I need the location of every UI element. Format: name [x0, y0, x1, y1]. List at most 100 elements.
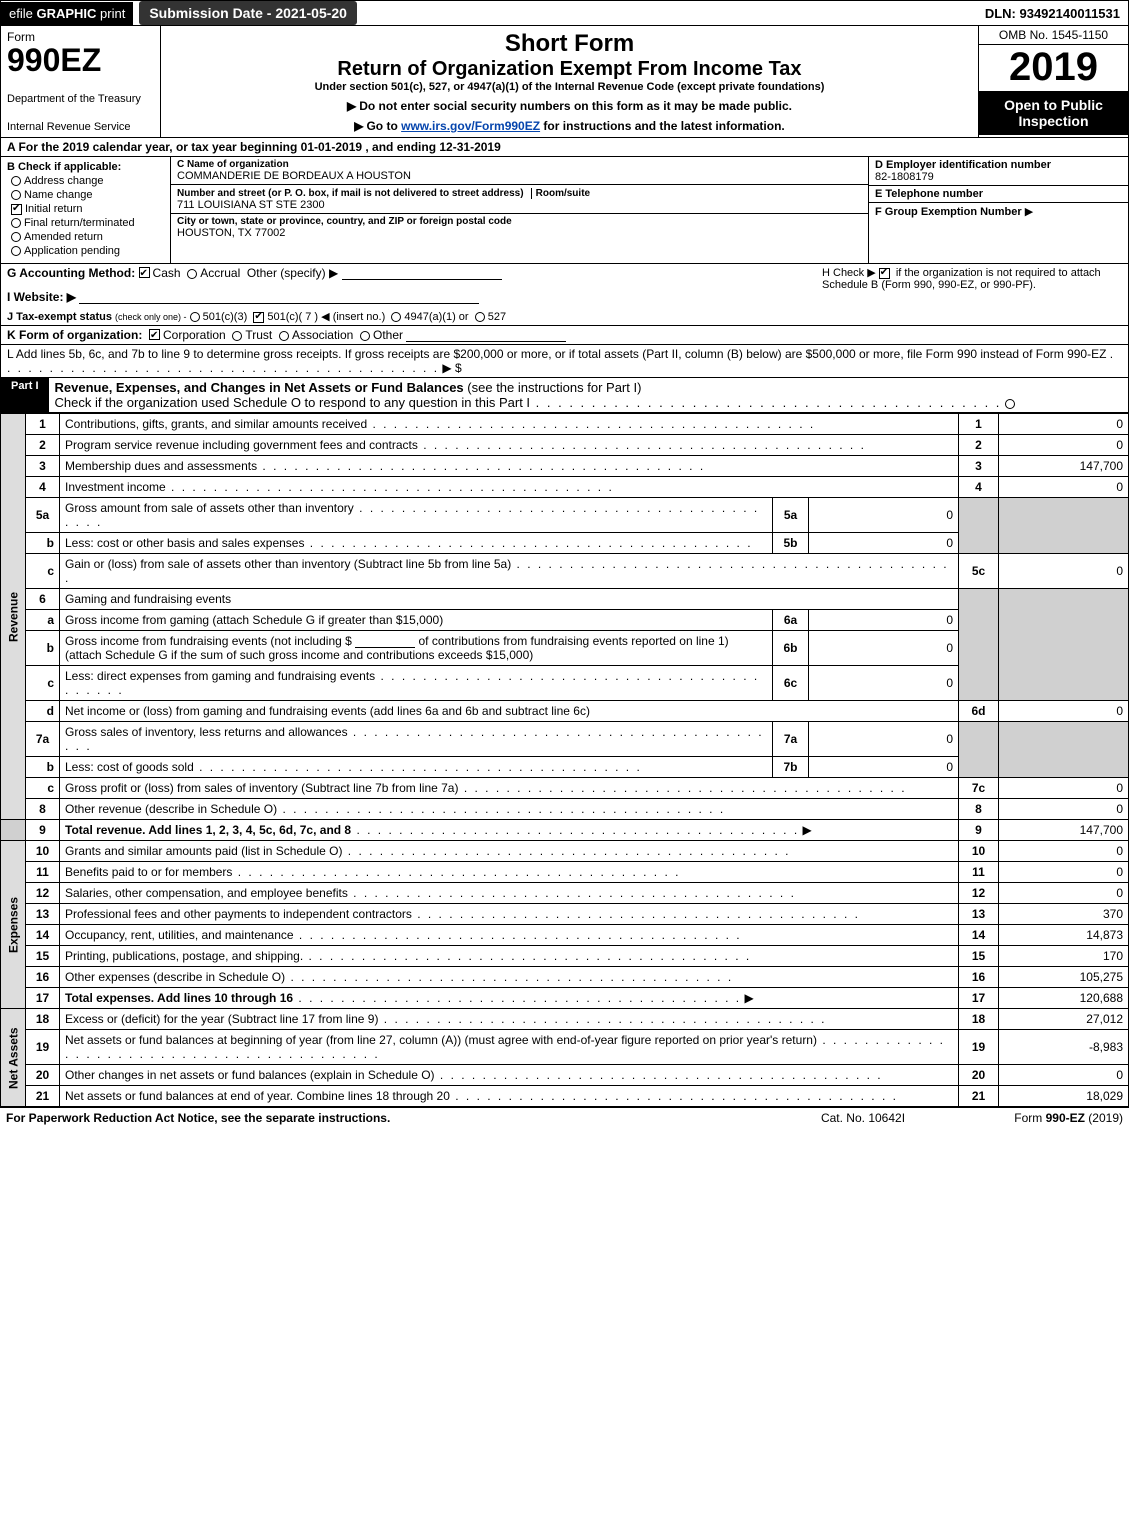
footer-center: Cat. No. 10642I: [783, 1111, 943, 1125]
under-section: Under section 501(c), 527, or 4947(a)(1)…: [167, 81, 972, 93]
val-15: 170: [999, 946, 1129, 967]
goto-suffix: for instructions and the latest informat…: [540, 119, 785, 133]
part1-paren: (see the instructions for Part I): [467, 380, 641, 395]
top-bar: efile GRAPHIC print Submission Date - 20…: [0, 0, 1129, 26]
k-corp[interactable]: [149, 329, 160, 340]
header-mid: Short Form Return of Organization Exempt…: [161, 26, 978, 137]
org-name: COMMANDERIE DE BORDEAUX A HOUSTON: [177, 170, 862, 182]
addr-label: Number and street (or P. O. box, if mail…: [177, 188, 524, 199]
part1-title: Revenue, Expenses, and Changes in Net As…: [55, 380, 464, 395]
short-form-title: Short Form: [167, 30, 972, 58]
return-title: Return of Organization Exempt From Incom…: [167, 58, 972, 81]
arrow-icon: ▶: [1025, 206, 1033, 218]
g-accrual-check[interactable]: [187, 269, 197, 279]
efile-suffix: print: [100, 6, 125, 21]
box-e: E Telephone number: [869, 186, 1128, 203]
j-501c[interactable]: [253, 312, 264, 323]
irs-label: Internal Revenue Service: [7, 121, 154, 133]
j-label: J Tax-exempt status: [7, 311, 112, 323]
dept-treasury: Department of the Treasury: [7, 93, 154, 105]
efile-print-button[interactable]: efile GRAPHIC print: [1, 2, 133, 25]
l-arrow: ▶ $: [442, 361, 461, 375]
6b-amount-input[interactable]: [355, 634, 415, 648]
row-l: L Add lines 5b, 6c, and 7b to line 9 to …: [0, 345, 1129, 378]
header-right: OMB No. 1545-1150 2019 Open to Public In…: [978, 26, 1128, 137]
k-label: K Form of organization:: [7, 328, 142, 342]
part1-header: Part I Revenue, Expenses, and Changes in…: [0, 378, 1129, 413]
i-label: I Website: ▶: [7, 290, 76, 304]
box-b: B Check if applicable: Address change Na…: [1, 157, 171, 263]
j-4947[interactable]: [391, 312, 401, 322]
val-6d: 0: [999, 701, 1129, 722]
website-input[interactable]: [79, 290, 479, 304]
g-other-input[interactable]: [342, 266, 502, 280]
val-1: 0: [999, 414, 1129, 435]
group-exempt-label: F Group Exemption Number: [875, 206, 1022, 218]
val-21: 18,029: [999, 1086, 1129, 1107]
side-expenses: Expenses: [1, 841, 26, 1009]
box-f: F Group Exemption Number ▶: [869, 203, 1128, 263]
val-16: 105,275: [999, 967, 1129, 988]
val-13: 370: [999, 904, 1129, 925]
row-ghi: G Accounting Method: Cash Accrual Other …: [0, 264, 1129, 326]
irs-link[interactable]: www.irs.gov/Form990EZ: [401, 119, 540, 133]
val-14: 14,873: [999, 925, 1129, 946]
box-c: C Name of organization COMMANDERIE DE BO…: [171, 157, 868, 263]
opt-address-change[interactable]: Address change: [11, 175, 164, 187]
org-name-cell: C Name of organization COMMANDERIE DE BO…: [171, 157, 868, 185]
k-other-input[interactable]: [406, 328, 566, 342]
val-5c: 0: [999, 554, 1129, 589]
k-other[interactable]: [360, 331, 370, 341]
row-a-tax-year: A For the 2019 calendar year, or tax yea…: [0, 138, 1129, 157]
org-addr-cell: Number and street (or P. O. box, if mail…: [171, 185, 868, 214]
dln: DLN: 93492140011531: [977, 2, 1128, 25]
val-4: 0: [999, 477, 1129, 498]
part1-check-line: Check if the organization used Schedule …: [55, 395, 531, 410]
row-h: H Check ▶ if the organization is not req…: [822, 266, 1122, 323]
k-assoc[interactable]: [279, 331, 289, 341]
side-revenue: Revenue: [1, 414, 26, 820]
city-label: City or town, state or province, country…: [177, 216, 862, 227]
j-501c3[interactable]: [190, 312, 200, 322]
opt-final-return[interactable]: Final return/terminated: [11, 217, 164, 229]
row-i: I Website: ▶: [7, 290, 822, 304]
org-city-cell: City or town, state or province, country…: [171, 214, 868, 241]
val-19: -8,983: [999, 1030, 1129, 1065]
val-11: 0: [999, 862, 1129, 883]
form-number: 990EZ: [7, 44, 154, 76]
val-20: 0: [999, 1065, 1129, 1086]
room-label: Room/suite: [531, 188, 590, 199]
tax-year: 2019: [979, 45, 1128, 89]
k-trust[interactable]: [232, 331, 242, 341]
goto-prefix: Go to: [354, 119, 401, 133]
box-def: D Employer identification number 82-1808…: [868, 157, 1128, 263]
ein-label: D Employer identification number: [875, 159, 1122, 171]
box-b-title: B Check if applicable:: [7, 161, 164, 173]
val-3: 147,700: [999, 456, 1129, 477]
val-2: 0: [999, 435, 1129, 456]
ein-value: 82-1808179: [875, 171, 1122, 183]
h-check[interactable]: [879, 268, 890, 279]
footer-right: Form 990-EZ (2019): [943, 1111, 1123, 1125]
omb-number: OMB No. 1545-1150: [979, 26, 1128, 45]
opt-name-change[interactable]: Name change: [11, 189, 164, 201]
goto-note: Go to www.irs.gov/Form990EZ for instruct…: [167, 119, 972, 133]
j-527[interactable]: [475, 312, 485, 322]
val-17: 120,688: [999, 988, 1129, 1009]
l-text: L Add lines 5b, 6c, and 7b to line 9 to …: [7, 347, 1106, 361]
val-10: 0: [999, 841, 1129, 862]
row-g: G Accounting Method: Cash Accrual Other …: [7, 266, 822, 280]
g-cash-check[interactable]: [139, 267, 150, 278]
part1-schedO-check[interactable]: [1005, 399, 1015, 409]
efile-mid: GRAPHIC: [36, 6, 100, 21]
footer-left: For Paperwork Reduction Act Notice, see …: [6, 1111, 783, 1125]
ssn-note: Do not enter social security numbers on …: [167, 99, 972, 113]
efile-prefix: efile: [9, 6, 36, 21]
org-name-label: C Name of organization: [177, 159, 862, 170]
opt-application-pending[interactable]: Application pending: [11, 245, 164, 257]
val-7c: 0: [999, 778, 1129, 799]
opt-amended-return[interactable]: Amended return: [11, 231, 164, 243]
phone-label: E Telephone number: [875, 188, 1122, 200]
opt-initial-return[interactable]: Initial return: [11, 203, 164, 215]
val-18: 27,012: [999, 1009, 1129, 1030]
